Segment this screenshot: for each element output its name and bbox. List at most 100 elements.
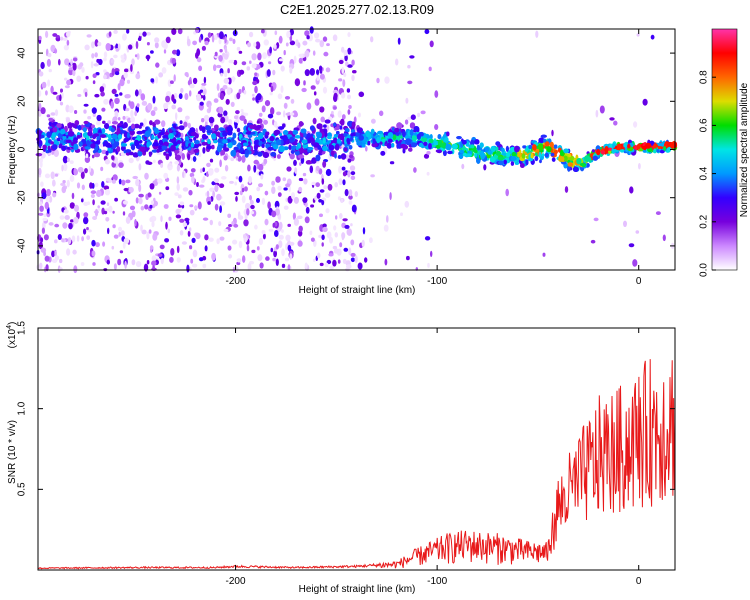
- noise-speckle: [146, 42, 150, 46]
- trace-cell: [278, 145, 285, 153]
- noise-speckle: [69, 202, 75, 209]
- noise-speckle: [46, 58, 52, 67]
- trace-cell: [554, 149, 558, 154]
- trace-cell: [273, 129, 281, 135]
- trace-cell: [217, 138, 222, 143]
- trace-cell: [572, 166, 579, 172]
- noise-speckle: [48, 68, 52, 73]
- noise-speckle: [43, 234, 49, 241]
- noise-speckle: [304, 50, 310, 58]
- noise-speckle: [130, 134, 133, 141]
- noise-speckle: [43, 251, 46, 257]
- noise-speckle: [53, 149, 59, 157]
- noise-speckle: [407, 116, 412, 121]
- noise-speckle: [83, 109, 87, 114]
- snr-y-axis: 0.5 1.0 1.5: [17, 321, 675, 496]
- noise-speckle: [61, 186, 67, 194]
- noise-speckle: [218, 221, 222, 227]
- noise-speckle: [149, 183, 155, 190]
- noise-speckle: [236, 261, 241, 266]
- trace-cell: [612, 143, 616, 148]
- noise-speckle: [332, 259, 337, 267]
- trace-cell: [86, 135, 90, 141]
- noise-speckle: [347, 94, 351, 100]
- noise-speckle: [147, 192, 152, 198]
- noise-speckle: [122, 200, 129, 205]
- noise-speckle: [204, 234, 209, 241]
- trace-cell: [234, 115, 239, 120]
- noise-speckle: [348, 105, 352, 109]
- trace-cell: [511, 151, 517, 157]
- noise-speckle: [347, 32, 351, 38]
- noise-speckle: [47, 79, 51, 87]
- noise-speckle: [299, 162, 302, 166]
- noise-speckle: [316, 69, 320, 75]
- noise-speckle: [95, 242, 100, 248]
- trace-cell: [514, 145, 520, 153]
- trace-cell: [139, 122, 144, 126]
- trace-cell: [202, 147, 206, 154]
- noise-speckle: [298, 53, 304, 58]
- trace-cell: [116, 127, 121, 134]
- trace-cell: [275, 139, 282, 146]
- noise-speckle: [151, 260, 157, 266]
- trace-cell: [67, 124, 72, 129]
- trace-cell: [220, 116, 226, 124]
- noise-speckle: [319, 213, 323, 218]
- noise-speckle: [272, 69, 276, 76]
- noise-speckle: [149, 204, 153, 209]
- noise-speckle: [91, 107, 97, 114]
- noise-speckle: [303, 80, 306, 86]
- noise-speckle: [216, 193, 222, 201]
- trace-cell: [56, 137, 61, 142]
- noise-speckle: [44, 201, 49, 210]
- trace-cell: [161, 138, 168, 142]
- noise-speckle: [189, 209, 195, 216]
- noise-speckle: [267, 113, 274, 119]
- noise-speckle: [223, 53, 229, 60]
- noise-speckle: [59, 215, 65, 220]
- trace-cell: [343, 137, 348, 145]
- noise-speckle: [171, 94, 175, 102]
- noise-speckle: [236, 92, 241, 100]
- noise-speckle: [230, 101, 235, 107]
- trace-cell: [48, 148, 52, 153]
- noise-speckle: [105, 217, 110, 222]
- trace-cell: [394, 127, 400, 133]
- noise-speckle: [66, 248, 71, 256]
- noise-speckle: [69, 160, 74, 165]
- noise-speckle: [171, 57, 177, 64]
- trace-cell: [323, 124, 327, 128]
- trace-cell: [190, 131, 197, 137]
- trace-cell: [653, 148, 657, 154]
- noise-speckle: [234, 181, 238, 186]
- noise-speckle: [340, 153, 347, 160]
- trace-cell: [46, 131, 52, 138]
- noise-speckle: [351, 59, 355, 66]
- noise-speckle: [106, 259, 111, 265]
- trace-cell: [194, 140, 200, 145]
- noise-speckle: [220, 72, 224, 77]
- noise-speckle: [65, 117, 71, 123]
- noise-speckle: [251, 63, 257, 69]
- noise-speckle: [333, 248, 339, 254]
- noise-speckle: [349, 165, 356, 171]
- noise-speckle: [175, 208, 181, 215]
- noise-speckle: [243, 118, 247, 125]
- trace-cell: [303, 132, 307, 138]
- noise-speckle: [284, 96, 291, 100]
- noise-speckle: [54, 48, 58, 54]
- trace-cell: [65, 139, 72, 144]
- trace-cell: [307, 147, 314, 151]
- noise-speckle: [590, 239, 596, 244]
- noise-speckle: [38, 212, 44, 216]
- noise-speckle: [187, 122, 191, 129]
- x-tick-label: 0: [636, 276, 642, 287]
- noise-speckle: [131, 210, 136, 218]
- noise-speckle: [150, 78, 155, 83]
- noise-speckle: [297, 42, 301, 49]
- trace-cell: [209, 158, 214, 163]
- trace-cell: [112, 121, 118, 125]
- figure-title: C2E1.2025.277.02.13.R09: [280, 2, 434, 17]
- trace-cell: [145, 126, 149, 131]
